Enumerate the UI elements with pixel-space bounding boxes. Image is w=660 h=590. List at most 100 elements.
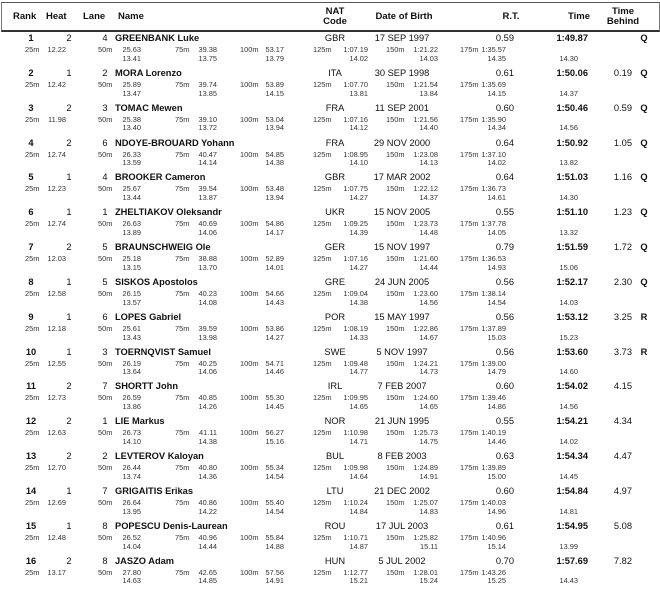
- split-time-value: 1:37.89: [481, 323, 506, 333]
- lap-diff-value: 14.54: [265, 506, 285, 516]
- split-time-value: 12.73: [47, 393, 67, 403]
- lap-diff-value: 14.02: [559, 437, 579, 447]
- split-150m: 150m 1:21.22: [386, 45, 438, 54]
- split-100m: 100m 56.27: [240, 428, 284, 437]
- split-distance-label: 150m: [386, 79, 405, 89]
- rank-value: 1: [28, 33, 34, 43]
- lap-diff-value: 13.64: [122, 367, 142, 377]
- lap-diff-value: 14.05: [487, 228, 507, 238]
- splits-line: 25m 12.55 50m 26.19 75m 40.25 100m 54.71 125m 1:0…: [0, 359, 660, 368]
- lap-diff-value: 15.11: [420, 541, 438, 551]
- lap-diff-value: 13.86: [122, 402, 142, 412]
- swimmer-name: BRAUNSCHWEIG Ole: [115, 242, 211, 253]
- lap-diff-value: 14.43: [265, 297, 285, 307]
- split-distance-label: 25m: [25, 149, 40, 159]
- lap-diff-value: 14.54: [487, 297, 507, 307]
- lane-value: 2: [102, 451, 108, 462]
- header-nat-code: NAT Code: [313, 3, 357, 30]
- split-time-value: 25.89: [122, 79, 142, 89]
- split-distance-label: 150m: [386, 428, 405, 438]
- heat-value: 2: [66, 33, 72, 43]
- result-row: 14 1 7 GRIGAITIS Erikas LTU 21 DEC 2002 …: [0, 485, 660, 520]
- split-50m: 50m 25.61: [98, 324, 141, 333]
- split-distance-label: 125m: [313, 79, 332, 89]
- split-distance-label: 25m: [25, 358, 40, 368]
- split-125m: 125m 1:10.24: [313, 498, 368, 507]
- lap-diffs-line: 13.44 13.87 13.94 14.27 14.37 14.61 14.30: [0, 193, 660, 202]
- split-distance-label: 150m: [386, 184, 405, 194]
- split-time-value: 40.47: [198, 149, 218, 159]
- split-distance-label: 175m: [460, 149, 479, 159]
- lane-value: 4: [102, 33, 108, 43]
- split-100m: 100m 53.89: [240, 80, 284, 89]
- lap-diff-value: 13.74: [122, 471, 142, 481]
- split-50m: 50m 25.67: [98, 184, 141, 193]
- split-50m: 50m 26.64: [98, 498, 141, 507]
- split-distance-label: 50m: [98, 428, 113, 438]
- split-distance-label: 100m: [240, 114, 259, 124]
- split-time-value: 54.71: [265, 358, 285, 368]
- split-time-value: 1:37.78: [481, 219, 506, 229]
- split-175m: 175m 1:39.00: [460, 359, 506, 368]
- split-distance-label: 100m: [240, 428, 259, 438]
- split-25m: 25m 12.73: [25, 393, 66, 402]
- nat-code-value: ITA: [328, 67, 342, 78]
- header-behind-line2: Behind: [606, 15, 640, 27]
- lap-diff-value: 14.08: [198, 297, 218, 307]
- heat-value: 1: [66, 520, 72, 531]
- rank-value: 5: [28, 172, 34, 183]
- lap-diff-value: 14.86: [487, 402, 507, 412]
- split-distance-label: 100m: [240, 532, 259, 542]
- split-25m: 25m 12.69: [25, 498, 66, 507]
- split-50m: 50m 25.18: [98, 254, 141, 263]
- split-distance-label: 125m: [313, 463, 332, 473]
- qualification-mark: Q: [640, 242, 648, 253]
- lap-diffs-line: 13.59 14.14 14.38 14.10 14.13 14.02 13.82: [0, 158, 660, 167]
- lane-value: 8: [102, 555, 108, 566]
- split-time-value: 12.22: [47, 45, 67, 54]
- split-distance-label: 50m: [98, 45, 113, 54]
- split-distance-label: 125m: [313, 184, 332, 194]
- split-time-value: 12.18: [47, 323, 67, 333]
- main-line: 8 1 5 SISKOS Apostolos GRE 24 JUN 2005 0…: [0, 277, 660, 289]
- lap-diffs-line: 13.40 13.72 13.94 14.12 14.40 14.34 14.56: [0, 123, 660, 132]
- split-175m: 175m 1:35.90: [460, 115, 506, 124]
- split-100m: 100m 57.56: [240, 568, 284, 577]
- lap-diff-value: 14.26: [198, 402, 218, 412]
- splits-line: 25m 12.74 50m 26.63 75m 40.69 100m 54.86 125m 1:0…: [0, 219, 660, 228]
- split-time-value: 1:35.69: [481, 79, 506, 89]
- date-of-birth-value: 17 JUL 2003: [375, 520, 429, 531]
- split-distance-label: 50m: [98, 79, 113, 89]
- split-distance-label: 100m: [240, 358, 259, 368]
- lap-diff-value: 14.14: [198, 158, 218, 168]
- swimmer-name: LOPES Gabriel: [115, 311, 182, 322]
- split-100m: 100m 55.84: [240, 533, 284, 542]
- split-125m: 125m 1:09.04: [313, 289, 368, 298]
- split-time-value: 26.33: [122, 149, 142, 159]
- final-time-value: 1:49.87: [556, 33, 588, 43]
- split-distance-label: 100m: [240, 149, 259, 159]
- rank-value: 6: [28, 207, 34, 218]
- main-line: 5 1 4 BROOKER Cameron GBR 17 MAR 2002 0.…: [0, 172, 660, 184]
- rank-value: 13: [25, 451, 37, 462]
- split-distance-label: 25m: [25, 463, 40, 473]
- split-50m: 50m 26.15: [98, 289, 141, 298]
- rank-value: 16: [25, 555, 37, 566]
- split-125m: 125m 1:07.75: [313, 184, 368, 193]
- nat-code-value: GBR: [324, 172, 346, 183]
- split-distance-label: 175m: [460, 254, 479, 264]
- lap-diff-value: 13.40: [122, 123, 142, 133]
- header-rank: Rank: [13, 11, 37, 22]
- split-distance-label: 150m: [386, 358, 405, 368]
- result-row: 8 1 5 SISKOS Apostolos GRE 24 JUN 2005 0…: [0, 276, 660, 311]
- nat-code-value: FRA: [325, 137, 345, 148]
- split-75m: 75m 41.11: [175, 428, 217, 437]
- lap-diff-value: 13.32: [559, 228, 579, 238]
- split-25m: 25m 12.23: [25, 184, 66, 193]
- rank-value: 9: [28, 311, 34, 322]
- split-150m: 150m 1:23.08: [386, 150, 438, 159]
- split-distance-label: 100m: [240, 219, 259, 229]
- split-50m: 50m 25.38: [98, 115, 141, 124]
- lap-diff-value: 13.84: [419, 88, 439, 98]
